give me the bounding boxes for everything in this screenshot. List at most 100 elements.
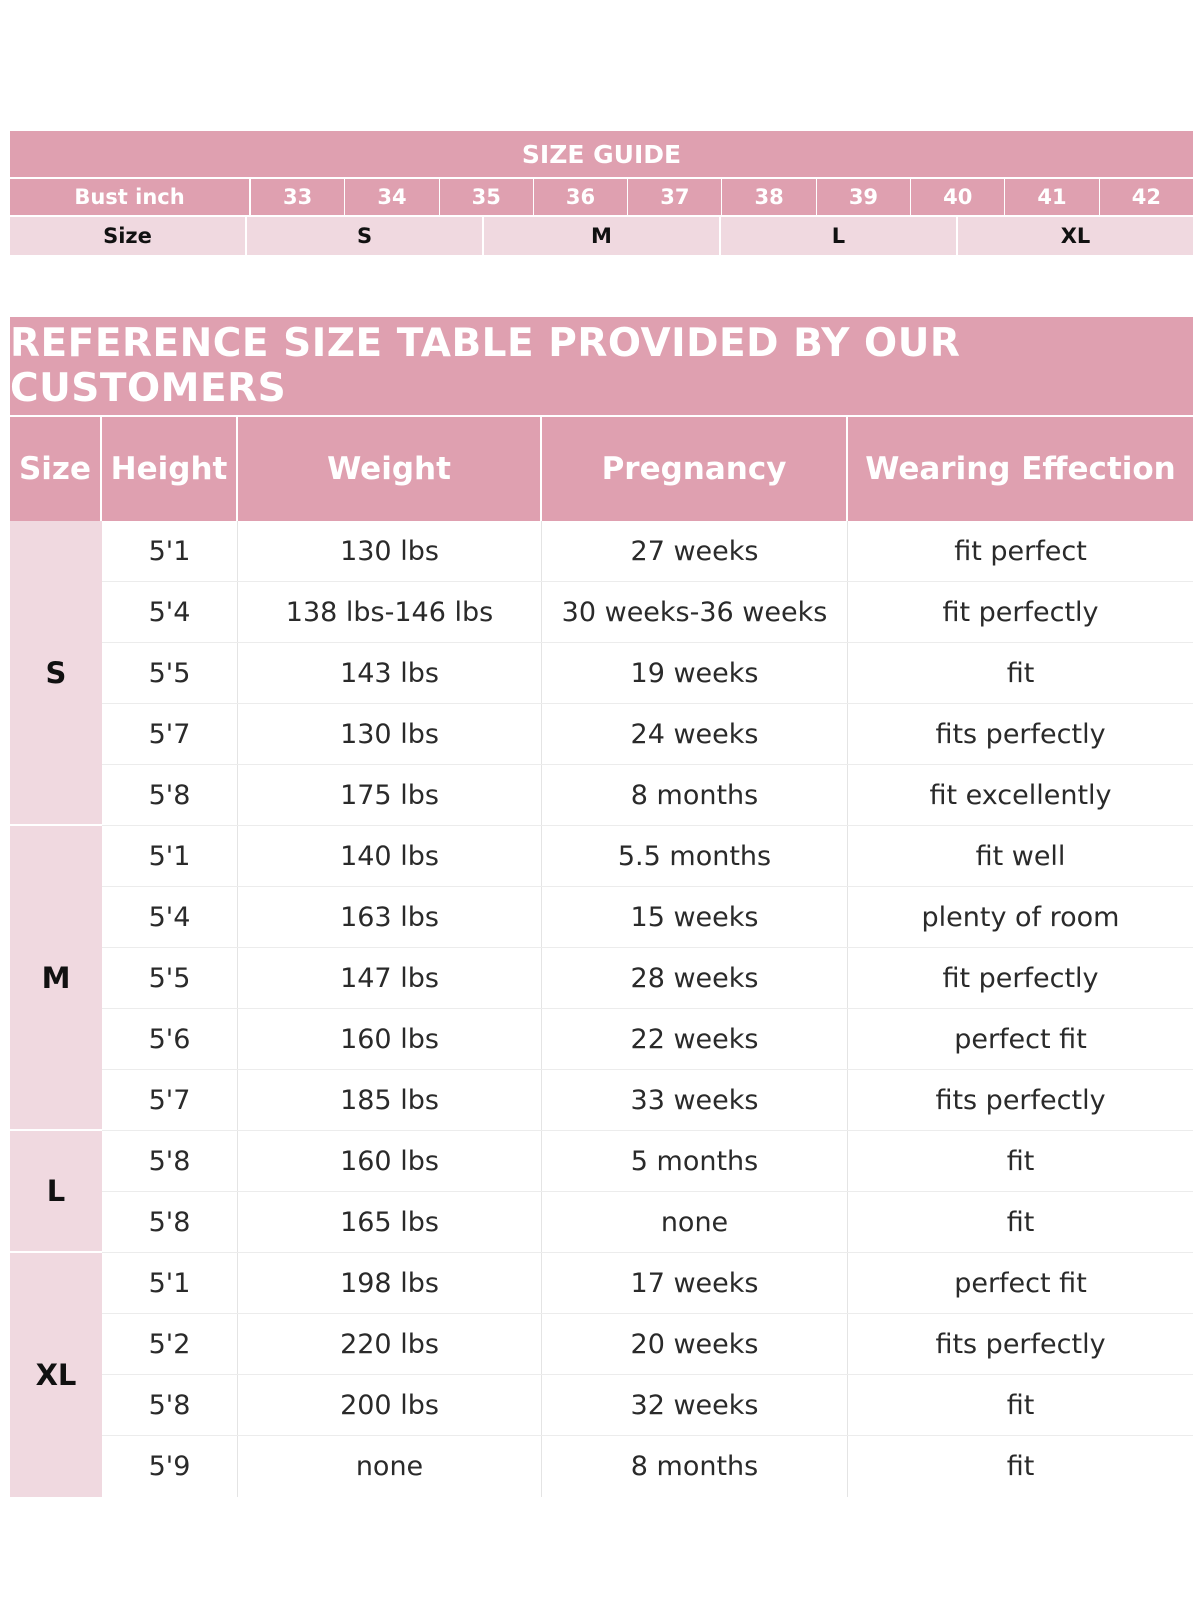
- weight-cell: 198 lbs: [238, 1253, 542, 1313]
- size-group-s: S: [10, 521, 102, 826]
- wearing-effection-cell: fit perfectly: [942, 962, 1099, 994]
- wearing-effection-cell: fit: [1006, 1206, 1035, 1238]
- table-row: 5'5 147 lbs 28 weeks fit perfectly: [102, 948, 1193, 1009]
- weight-cell: 165 lbs: [238, 1192, 542, 1252]
- size-guide-title: SIZE GUIDE: [10, 131, 1193, 179]
- table-row: 5'1 198 lbs 17 weeks perfect fit: [102, 1253, 1193, 1314]
- pregnancy-cell: 5 months: [542, 1131, 848, 1191]
- size-l: L: [721, 217, 958, 255]
- height-cell: 5'1: [102, 521, 238, 581]
- header-wearing-effection: Wearing Effection: [865, 451, 1176, 487]
- pregnancy-cell: 22 weeks: [542, 1009, 848, 1069]
- table-row: 5'1 140 lbs 5.5 months fit well: [102, 826, 1193, 887]
- weight-cell: 175 lbs: [238, 765, 542, 825]
- table-row: 5'9 none 8 months fit: [102, 1436, 1193, 1497]
- weight-cell: 200 lbs: [238, 1375, 542, 1435]
- wearing-effection-cell: fits perfectly: [935, 718, 1106, 750]
- pregnancy-cell: 5.5 months: [542, 826, 848, 886]
- wearing-effection-cell: fit: [1006, 657, 1035, 689]
- bust-value: 38: [722, 179, 817, 215]
- table-row: 5'8 160 lbs 5 months fit: [102, 1131, 1193, 1192]
- pregnancy-cell: 24 weeks: [542, 704, 848, 764]
- pregnancy-cell: 8 months: [542, 1436, 848, 1497]
- pregnancy-cell: 19 weeks: [542, 643, 848, 703]
- table-row: 5'4 138 lbs-146 lbs 30 weeks-36 weeks fit p…: [102, 582, 1193, 643]
- size-label: Size: [10, 217, 247, 255]
- reference-body: S M L XL 5'1 130 lbs 27 weeks fit perfect 5'4 13…: [10, 521, 1193, 1497]
- reference-title: REFERENCE SIZE TABLE PROVIDED BY OUR CUS…: [10, 317, 1193, 417]
- table-row: 5'8 175 lbs 8 months fit excellently: [102, 765, 1193, 826]
- height-cell: 5'7: [102, 1070, 238, 1130]
- weight-cell: 138 lbs-146 lbs: [238, 582, 542, 642]
- bust-value: 40: [911, 179, 1006, 215]
- size-group-m: M: [10, 826, 102, 1131]
- wearing-effection-cell: fit perfectly: [942, 596, 1099, 628]
- height-cell: 5'1: [102, 1253, 238, 1313]
- table-row: 5'1 130 lbs 27 weeks fit perfect: [102, 521, 1193, 582]
- height-cell: 5'2: [102, 1314, 238, 1374]
- pregnancy-cell: 20 weeks: [542, 1314, 848, 1374]
- reference-size-table: REFERENCE SIZE TABLE PROVIDED BY OUR CUS…: [10, 317, 1193, 1497]
- height-cell: 5'8: [102, 1192, 238, 1252]
- size-row: Size S M L XL: [10, 217, 1193, 255]
- size-group-column: S M L XL: [10, 521, 102, 1497]
- wearing-effection-cell: fits perfectly: [935, 1328, 1106, 1360]
- weight-cell: 220 lbs: [238, 1314, 542, 1374]
- header-pregnancy: Pregnancy: [542, 417, 848, 521]
- wearing-effection-cell: fit perfect: [954, 535, 1087, 567]
- size-m: M: [484, 217, 721, 255]
- height-cell: 5'9: [102, 1436, 238, 1497]
- bust-label: Bust inch: [10, 179, 251, 215]
- table-row: 5'7 185 lbs 33 weeks fits perfectly: [102, 1070, 1193, 1131]
- bust-value: 35: [440, 179, 534, 215]
- weight-cell: 130 lbs: [238, 521, 542, 581]
- size-group-xl: XL: [10, 1253, 102, 1497]
- weight-cell: 160 lbs: [238, 1009, 542, 1069]
- pregnancy-cell: none: [542, 1192, 848, 1252]
- pregnancy-cell: 30 weeks-36 weeks: [542, 582, 848, 642]
- wearing-effection-cell: fit well: [975, 840, 1066, 872]
- weight-cell: 140 lbs: [238, 826, 542, 886]
- pregnancy-cell: 17 weeks: [542, 1253, 848, 1313]
- wearing-effection-cell: fits perfectly: [935, 1084, 1106, 1116]
- bust-value: 34: [345, 179, 440, 215]
- wearing-effection-cell: fit: [1006, 1451, 1035, 1482]
- height-cell: 5'4: [102, 887, 238, 947]
- table-row: 5'6 160 lbs 22 weeks perfect fit: [102, 1009, 1193, 1070]
- bust-value: 41: [1005, 179, 1100, 215]
- pregnancy-cell: 33 weeks: [542, 1070, 848, 1130]
- size-group-l: L: [10, 1131, 102, 1253]
- height-cell: 5'6: [102, 1009, 238, 1069]
- bust-value: 36: [534, 179, 629, 215]
- table-row: 5'5 143 lbs 19 weeks fit: [102, 643, 1193, 704]
- height-cell: 5'4: [102, 582, 238, 642]
- height-cell: 5'1: [102, 826, 238, 886]
- height-cell: 5'8: [102, 1131, 238, 1191]
- wearing-effection-cell: perfect fit: [954, 1023, 1087, 1055]
- pregnancy-cell: 32 weeks: [542, 1375, 848, 1435]
- height-cell: 5'7: [102, 704, 238, 764]
- weight-cell: 163 lbs: [238, 887, 542, 947]
- height-cell: 5'8: [102, 765, 238, 825]
- height-cell: 5'5: [102, 948, 238, 1008]
- pregnancy-cell: 27 weeks: [542, 521, 848, 581]
- wearing-effection-cell: fit: [1006, 1389, 1035, 1421]
- bust-value: 33: [251, 179, 346, 215]
- weight-cell: none: [238, 1436, 542, 1497]
- wearing-effection-cell: plenty of room: [921, 901, 1120, 933]
- wearing-effection-cell: perfect fit: [954, 1267, 1087, 1299]
- pregnancy-cell: 15 weeks: [542, 887, 848, 947]
- wearing-effection-cell: fit: [1006, 1145, 1035, 1177]
- reference-header-row: Size Height Weight Pregnancy Wearing Eff…: [10, 417, 1193, 521]
- header-height: Height: [102, 417, 238, 521]
- table-row: 5'4 163 lbs 15 weeks plenty of room: [102, 887, 1193, 948]
- height-cell: 5'8: [102, 1375, 238, 1435]
- bust-value: 42: [1131, 185, 1161, 209]
- bust-row: Bust inch 33 34 35 36 37 38 39 40 41 42: [10, 179, 1193, 217]
- reference-rows: 5'1 130 lbs 27 weeks fit perfect 5'4 138 lbs-…: [102, 521, 1193, 1497]
- bust-value: 37: [628, 179, 723, 215]
- size-guide-table: SIZE GUIDE Bust inch 33 34 35 36 37 38 3…: [10, 131, 1193, 255]
- table-row: 5'8 200 lbs 32 weeks fit: [102, 1375, 1193, 1436]
- pregnancy-cell: 8 months: [542, 765, 848, 825]
- table-row: 5'7 130 lbs 24 weeks fits perfectly: [102, 704, 1193, 765]
